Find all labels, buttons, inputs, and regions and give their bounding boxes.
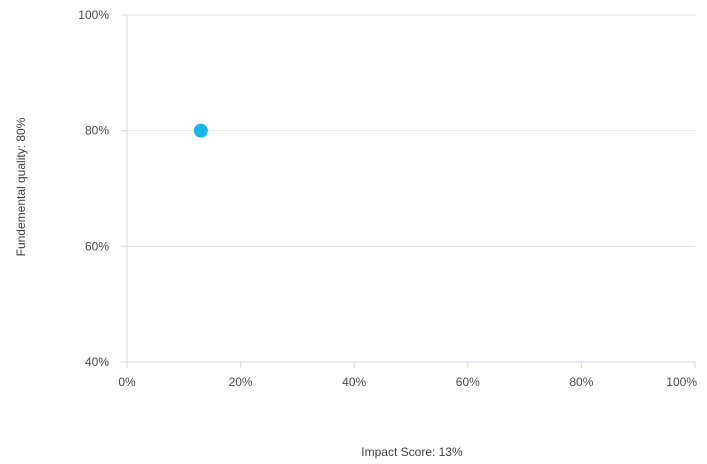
y-tick-label: 100% [78, 8, 109, 22]
data-point [193, 123, 208, 138]
x-tick-label: 0% [118, 375, 136, 389]
x-tick-label: 100% [666, 375, 697, 389]
y-tick-label: 40% [85, 355, 109, 369]
x-tick-label: 20% [229, 375, 253, 389]
y-axis-title: Fundemental quality: 80% [14, 117, 28, 257]
axes [121, 14, 696, 368]
y-tick-label: 60% [85, 239, 109, 253]
x-tick-label: 80% [569, 375, 593, 389]
x-tick-label: 40% [342, 375, 366, 389]
y-tick-label: 80% [85, 124, 109, 138]
x-tick-label: 60% [456, 375, 480, 389]
grid-lines [127, 14, 695, 247]
tick-labels: 40% 60% 80% 100% 0% 20% 40% 60% 80% 100% [78, 8, 697, 389]
data-points [193, 123, 208, 138]
x-axis-title: Impact Score: 13% [361, 445, 463, 459]
